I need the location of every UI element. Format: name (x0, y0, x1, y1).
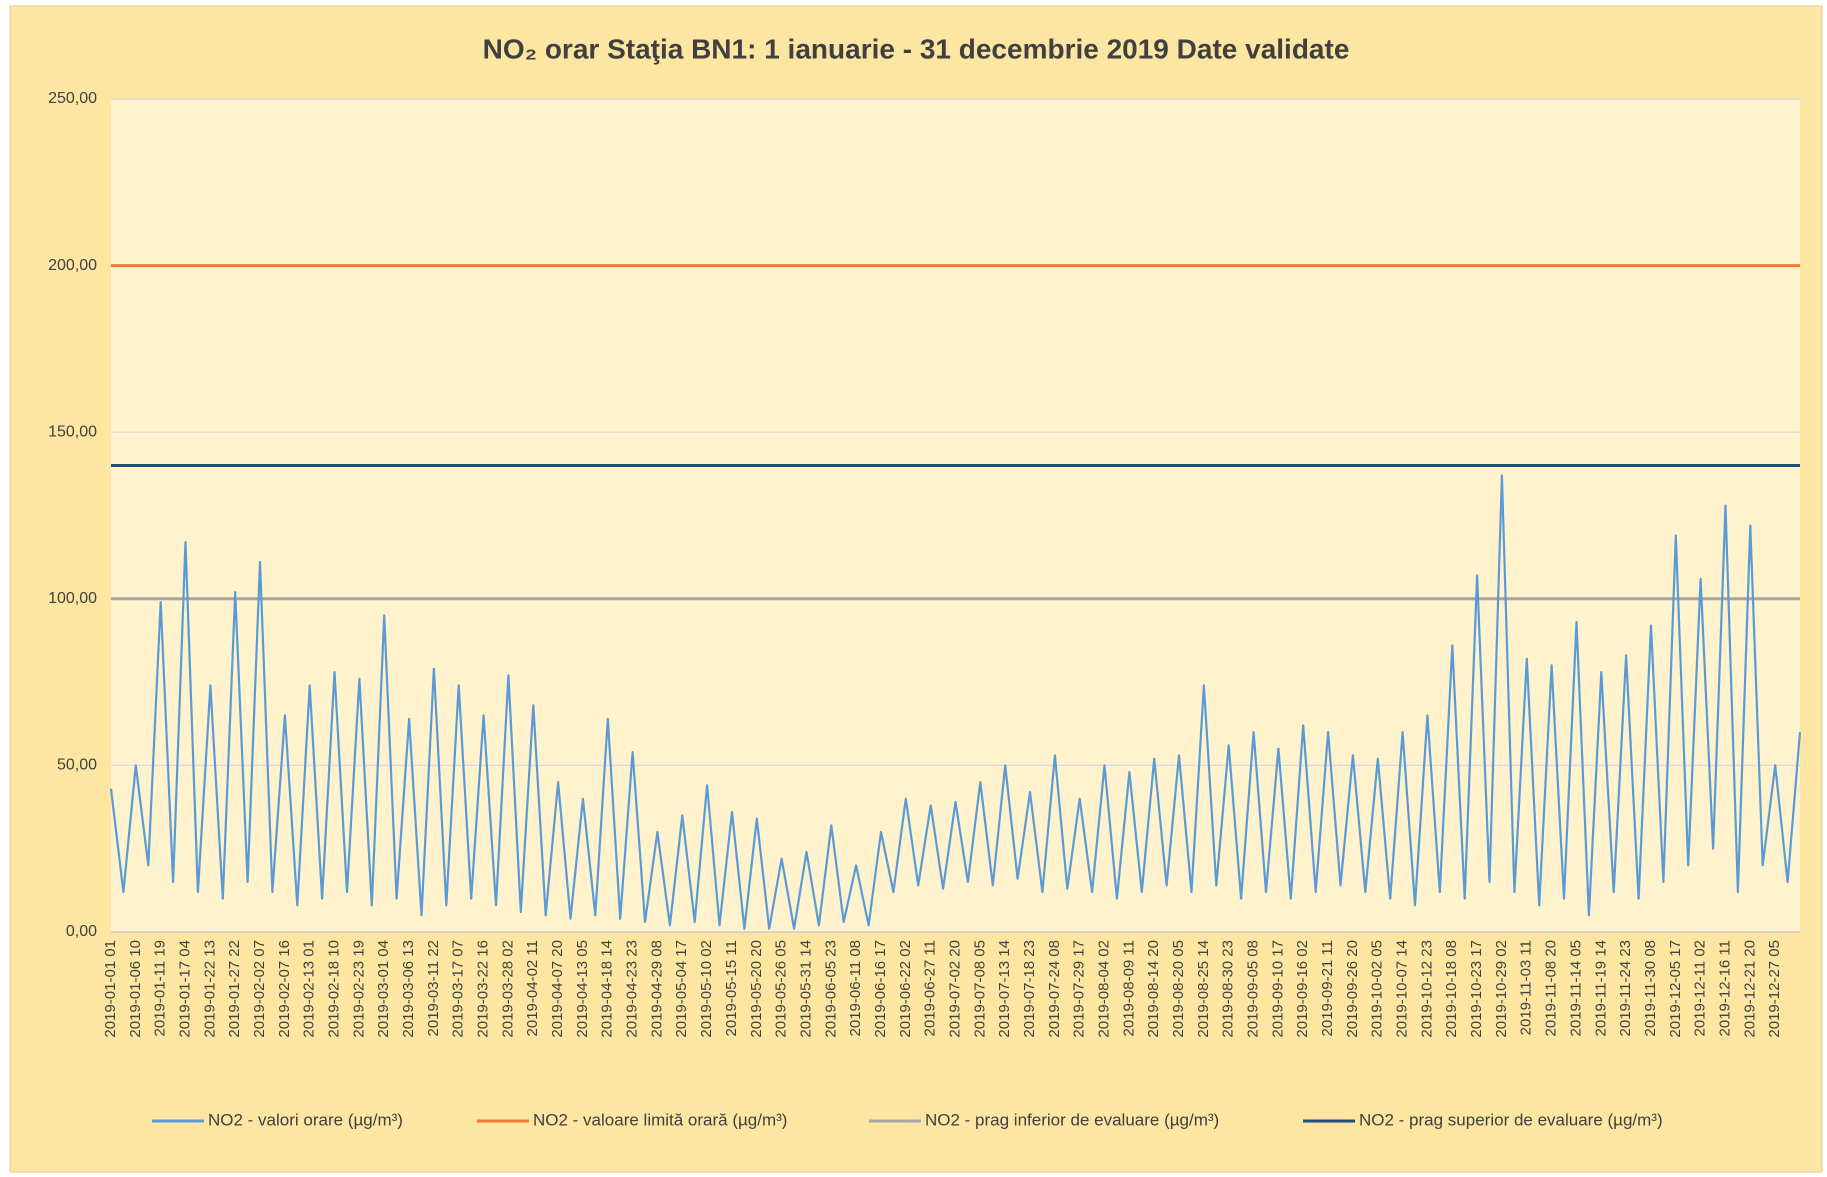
x-tick-label: 2019-03-28 02 (499, 940, 516, 1038)
x-tick-label: 2019-03-06 13 (400, 940, 417, 1038)
x-tick-label: 2019-06-27 11 (922, 940, 939, 1036)
x-tick-label: 2019-02-02 07 (251, 940, 268, 1038)
x-tick-label: 2019-07-13 14 (996, 940, 1013, 1038)
x-tick-label: 2019-04-18 14 (599, 940, 616, 1038)
x-tick-label: 2019-05-10 02 (698, 940, 715, 1038)
x-tick-label: 2019-06-22 02 (897, 940, 914, 1038)
data-line (109, 474, 1802, 930)
x-tick-label: 2019-09-16 02 (1294, 940, 1311, 1038)
legend-label: NO2 - valoare limită orară (µg/m³) (533, 1110, 787, 1129)
x-tick-label: 2019-04-02 11 (524, 940, 541, 1036)
chart-title: NO₂ orar Staţia BN1: 1 ianuarie - 31 dec… (483, 33, 1350, 64)
x-tick-label: 2019-04-13 05 (574, 940, 591, 1038)
x-tick-label: 2019-10-02 05 (1369, 940, 1386, 1038)
x-tick-label: 2019-01-11 19 (152, 940, 169, 1036)
x-tick-label: 2019-02-07 16 (276, 940, 293, 1038)
x-tick-label: 2019-10-12 23 (1418, 940, 1435, 1038)
x-tick-label: 2019-12-16 11 (1716, 940, 1733, 1036)
y-tick-label: 200,00 (48, 257, 97, 274)
x-tick-label: 2019-08-04 02 (1095, 940, 1112, 1038)
x-tick-label: 2019-10-07 14 (1394, 940, 1411, 1038)
x-tick-label: 2019-06-05 23 (822, 940, 839, 1038)
x-tick-label: 2019-07-29 17 (1071, 940, 1088, 1038)
x-tick-label: 2019-08-09 11 (1120, 940, 1137, 1036)
x-tick-label: 2019-06-16 17 (872, 940, 889, 1038)
legend-label: NO2 - prag inferior de evaluare (µg/m³) (925, 1110, 1219, 1129)
x-tick-label: 2019-01-27 22 (226, 940, 243, 1038)
x-tick-label: 2019-12-11 02 (1692, 940, 1709, 1036)
x-tick-label: 2019-01-17 04 (176, 940, 193, 1038)
x-tick-label: 2019-08-14 20 (1145, 940, 1162, 1038)
x-tick-label: 2019-07-18 23 (1021, 940, 1038, 1038)
x-tick-label: 2019-05-20 20 (748, 940, 765, 1038)
x-tick-label: 2019-12-05 17 (1667, 940, 1684, 1038)
x-tick-label: 2019-05-31 14 (797, 940, 814, 1038)
y-tick-label: 0,00 (66, 923, 97, 940)
x-tick-label: 2019-11-14 05 (1567, 940, 1584, 1036)
x-tick-label: 2019-03-01 04 (375, 940, 392, 1038)
x-tick-label: 2019-04-07 20 (549, 940, 566, 1038)
x-tick-label: 2019-12-21 20 (1741, 940, 1758, 1038)
y-tick-label: 100,00 (48, 590, 97, 607)
x-tick-label: 2019-02-23 19 (350, 940, 367, 1038)
x-tick-label: 2019-03-22 16 (475, 940, 492, 1038)
x-tick-label: 2019-01-06 10 (127, 940, 144, 1038)
x-tick-label: 2019-04-23 23 (624, 940, 641, 1038)
x-tick-label: 2019-08-30 23 (1220, 940, 1237, 1038)
x-tick-label: 2019-01-01 01 (102, 940, 119, 1038)
x-tick-label: 2019-11-30 08 (1642, 940, 1659, 1036)
x-tick-label: 2019-11-03 11 (1518, 940, 1535, 1035)
x-tick-label: 2019-09-21 11 (1319, 940, 1336, 1036)
x-tick-label: 2019-11-24 23 (1617, 940, 1634, 1036)
x-tick-label: 2019-09-05 08 (1245, 940, 1262, 1038)
x-tick-label: 2019-06-11 08 (847, 940, 864, 1036)
x-tick-label: 2019-07-08 05 (971, 940, 988, 1038)
x-tick-label: 2019-08-25 14 (1195, 940, 1212, 1038)
x-tick-label: 2019-10-29 02 (1493, 940, 1510, 1038)
x-tick-label: 2019-07-02 20 (946, 940, 963, 1038)
x-tick-label: 2019-03-11 22 (425, 940, 442, 1036)
x-tick-label: 2019-10-23 17 (1468, 940, 1485, 1038)
x-tick-label: 2019-07-24 08 (1046, 940, 1063, 1038)
x-tick-label: 2019-10-18 08 (1443, 940, 1460, 1038)
x-tick-label: 2019-03-17 07 (450, 940, 467, 1038)
legend-label: NO2 - valori orare (µg/m³) (208, 1110, 403, 1129)
x-tick-label: 2019-01-22 13 (201, 940, 218, 1038)
x-tick-label: 2019-11-19 14 (1592, 940, 1609, 1036)
legend-label: NO2 - prag superior de evaluare (µg/m³) (1359, 1110, 1663, 1129)
x-tick-label: 2019-02-18 10 (326, 940, 343, 1038)
x-tick-label: 2019-09-10 17 (1269, 940, 1286, 1038)
x-tick-label: 2019-05-04 17 (673, 940, 690, 1038)
y-tick-label: 50,00 (57, 757, 97, 774)
y-tick-label: 150,00 (48, 423, 97, 440)
x-tick-label: 2019-02-13 01 (301, 940, 318, 1038)
x-tick-label: 2019-05-26 05 (773, 940, 790, 1038)
x-tick-label: 2019-05-15 11 (723, 940, 740, 1036)
x-tick-label: 2019-08-20 05 (1170, 940, 1187, 1038)
x-tick-label: 2019-04-29 08 (648, 940, 665, 1038)
x-tick-label: 2019-12-27 05 (1766, 940, 1783, 1038)
y-tick-label: 250,00 (48, 90, 97, 107)
x-tick-label: 2019-11-08 20 (1543, 940, 1560, 1036)
x-tick-label: 2019-09-26 20 (1344, 940, 1361, 1038)
